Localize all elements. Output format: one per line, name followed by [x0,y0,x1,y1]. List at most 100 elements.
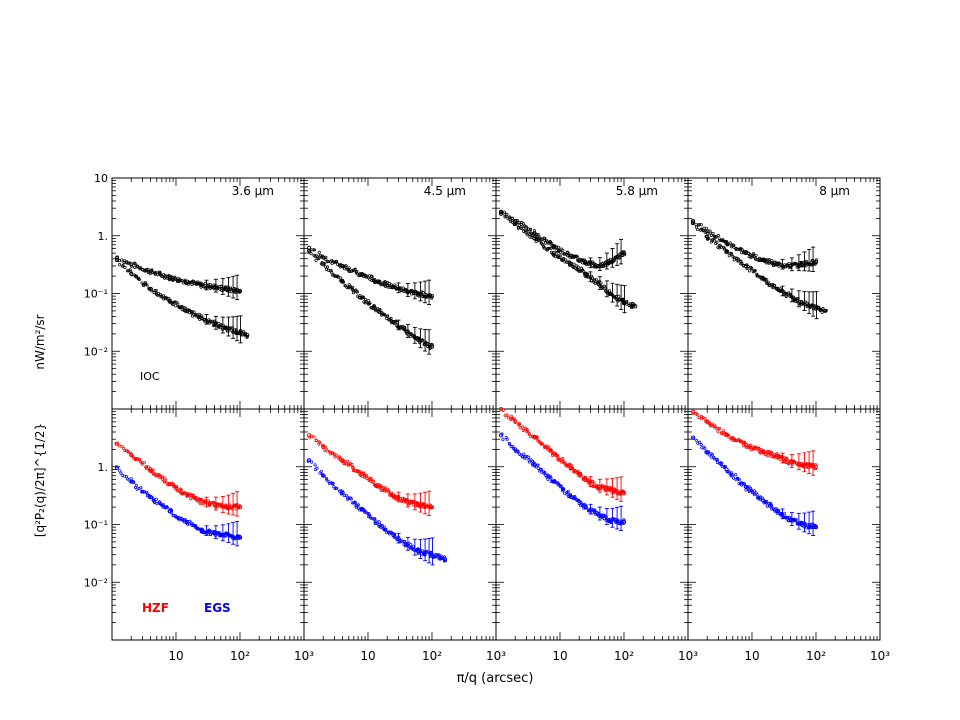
data-point [188,308,192,312]
y-tick-label: 10⁻² [84,345,108,358]
data-point [527,455,531,459]
data-point [715,240,719,244]
data-point [196,527,200,531]
data-point [576,265,580,269]
data-point [154,288,158,292]
data-point [765,278,769,282]
series-hzf-0 [114,441,243,517]
data-point [691,222,695,226]
data-point [556,245,561,250]
data-point [711,231,715,236]
panel-top-2: 4.5 μm [303,177,497,410]
data-point [767,501,771,505]
data-point [341,280,345,284]
data-point [530,234,535,238]
data-point [387,532,391,536]
data-point [770,258,774,263]
data-point [115,441,120,446]
data-point [338,457,342,461]
data-point [625,302,629,306]
data-point [631,305,635,309]
y-axis-label-bottom: [q²P₂(q)/2π]^{1/2} [33,423,47,537]
data-point [355,290,359,294]
data-point [597,279,601,283]
data-point [707,450,711,454]
data-point [622,491,626,495]
data-point [194,524,198,528]
data-point [314,258,318,262]
data-point [132,456,136,460]
data-point [554,252,558,256]
data-point [727,469,731,473]
data-point [238,504,242,508]
data-point [376,279,380,283]
data-point [722,247,727,251]
data-point [178,487,182,491]
data-point [421,291,425,295]
data-point [364,300,368,304]
data-point [200,527,204,531]
data-point [510,417,514,421]
data-point [608,289,612,293]
x-tick-label: 10² [806,649,826,663]
data-point [320,472,324,477]
data-point [783,456,787,460]
data-point [600,484,604,488]
data-point [402,289,406,293]
data-point [523,457,527,461]
data-point [362,295,366,299]
data-point [382,486,386,490]
data-point [151,468,155,472]
data-point [507,441,511,445]
data-point [128,268,132,272]
data-point [601,513,605,517]
data-point [541,442,545,446]
data-point [775,511,779,515]
data-point [174,485,178,489]
data-point [573,496,577,500]
data-point [160,274,164,279]
data-point [203,281,207,286]
data-point [632,303,637,307]
data-point [763,277,767,281]
data-point [814,259,818,263]
data-point [239,536,243,540]
data-point [561,456,565,460]
x-tick-label: 10³ [870,649,890,663]
data-point [520,455,525,459]
data-point [743,441,747,445]
data-point [198,502,202,506]
data-point [603,286,607,290]
data-point [814,524,818,528]
data-point [404,287,408,292]
data-point [712,425,716,429]
data-point [543,236,547,240]
data-point [237,289,241,293]
data-point [747,485,751,489]
data-point [349,497,353,501]
data-point [173,484,177,488]
data-point [333,486,337,491]
data-point [521,425,525,429]
data-point [622,250,626,254]
data-point [156,273,160,277]
data-point [306,459,310,463]
data-point [691,220,696,225]
x-tick-label: 10 [552,649,567,663]
data-point [499,211,504,216]
data-point [142,284,146,288]
data-point [588,507,592,511]
data-point [154,270,158,274]
data-point [143,268,147,272]
data-point [732,245,736,249]
data-point [359,470,363,474]
data-point [766,454,770,458]
data-point [224,504,228,508]
data-point [437,553,441,557]
data-point [393,535,397,539]
data-point [310,460,314,464]
panel-frame [303,408,497,641]
data-point [709,233,713,237]
data-point [173,300,177,304]
data-point [770,451,774,455]
